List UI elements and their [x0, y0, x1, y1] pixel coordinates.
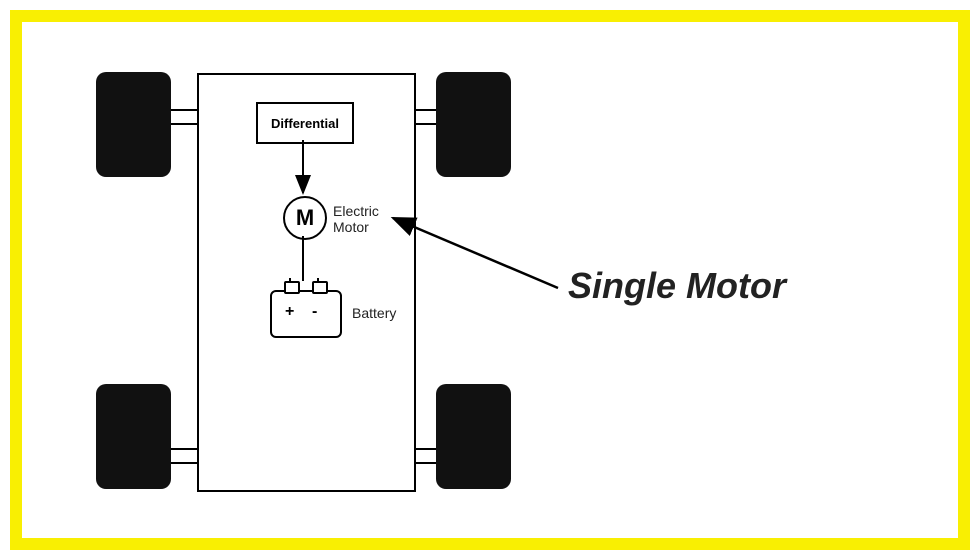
connector-overlay: [0, 0, 980, 560]
pointer-arrow: [393, 218, 558, 288]
